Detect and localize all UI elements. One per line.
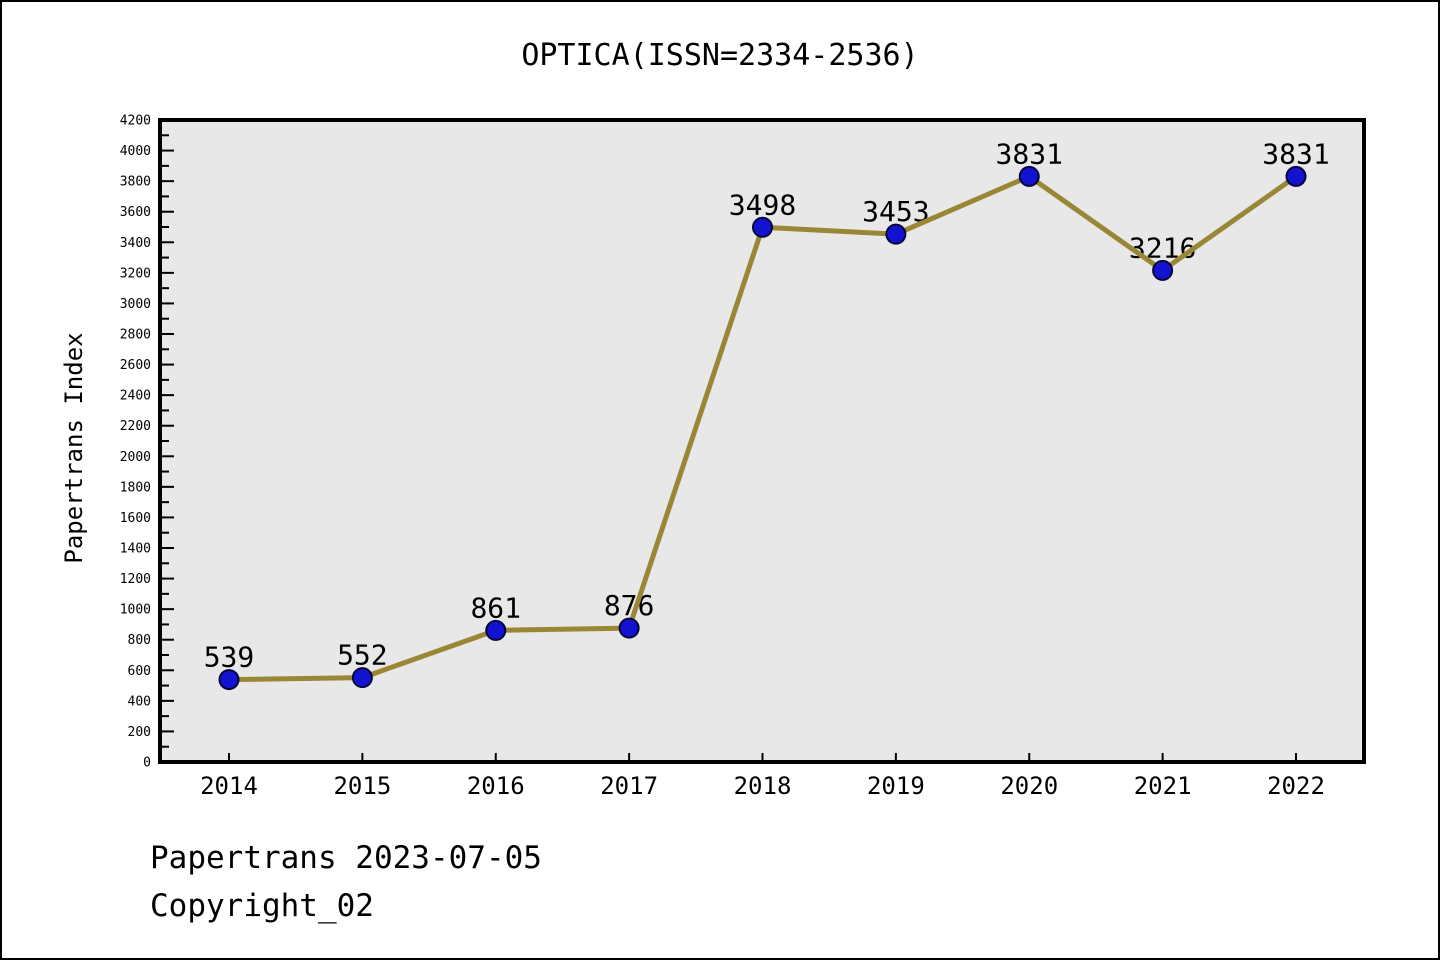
y-tick-label: 4200	[120, 114, 151, 129]
y-tick-label: 600	[128, 664, 151, 679]
y-tick-label: 2200	[120, 419, 151, 434]
y-tick-label: 200	[128, 725, 151, 740]
data-point-marker	[218, 669, 240, 691]
y-tick-label: 4000	[120, 144, 151, 159]
y-tick-label: 1400	[120, 542, 151, 557]
data-point-marker	[351, 667, 373, 689]
data-point-marker	[485, 619, 507, 641]
data-point-label: 861	[470, 591, 521, 624]
data-point-label: 876	[604, 589, 655, 622]
data-point-marker	[1285, 165, 1307, 187]
data-point-marker	[752, 216, 773, 238]
footer-copyright: Copyright_02	[150, 888, 374, 924]
x-tick-label: 2021	[1134, 772, 1192, 800]
data-point-marker	[885, 223, 907, 245]
y-tick-label: 3800	[120, 175, 151, 190]
y-tick-label: 0	[143, 756, 151, 771]
x-tick-label: 2018	[734, 772, 792, 800]
y-tick-label: 3400	[120, 236, 151, 251]
data-point-label: 3831	[1262, 137, 1329, 170]
x-tick-label: 2019	[867, 772, 925, 800]
y-tick-label: 3000	[120, 297, 151, 312]
y-tick-label: 1000	[120, 603, 151, 618]
chart-title: OPTICA(ISSN=2334-2536)	[521, 38, 919, 73]
data-point-label: 539	[204, 641, 255, 674]
y-tick-label: 2000	[120, 450, 151, 465]
y-tick-label: 1800	[120, 480, 151, 495]
x-tick-label: 2016	[467, 772, 525, 800]
y-tick-label: 3200	[120, 266, 151, 281]
x-tick-label: 2015	[333, 772, 391, 800]
data-point-marker	[1018, 165, 1040, 187]
x-tick-label: 2022	[1267, 772, 1325, 800]
data-point-label: 3498	[729, 188, 796, 221]
y-tick-label: 1200	[120, 572, 151, 587]
data-point-marker	[1152, 259, 1174, 281]
y-tick-label: 400	[128, 694, 151, 709]
data-point-label: 3831	[996, 137, 1063, 170]
data-point-label: 3216	[1129, 231, 1196, 264]
x-tick-label: 2017	[600, 772, 658, 800]
data-point-marker	[618, 617, 640, 639]
y-tick-label: 1600	[120, 511, 151, 526]
footer-date: Papertrans 2023-07-05	[150, 840, 542, 876]
x-tick-label: 2014	[200, 772, 258, 800]
y-tick-label: 3600	[120, 205, 151, 220]
y-tick-label: 800	[128, 633, 151, 648]
y-tick-label: 2800	[120, 328, 151, 343]
data-point-label: 552	[337, 639, 388, 672]
y-tick-label: 2600	[120, 358, 151, 373]
y-tick-label: 2400	[120, 389, 151, 404]
x-tick-label: 2020	[1000, 772, 1058, 800]
